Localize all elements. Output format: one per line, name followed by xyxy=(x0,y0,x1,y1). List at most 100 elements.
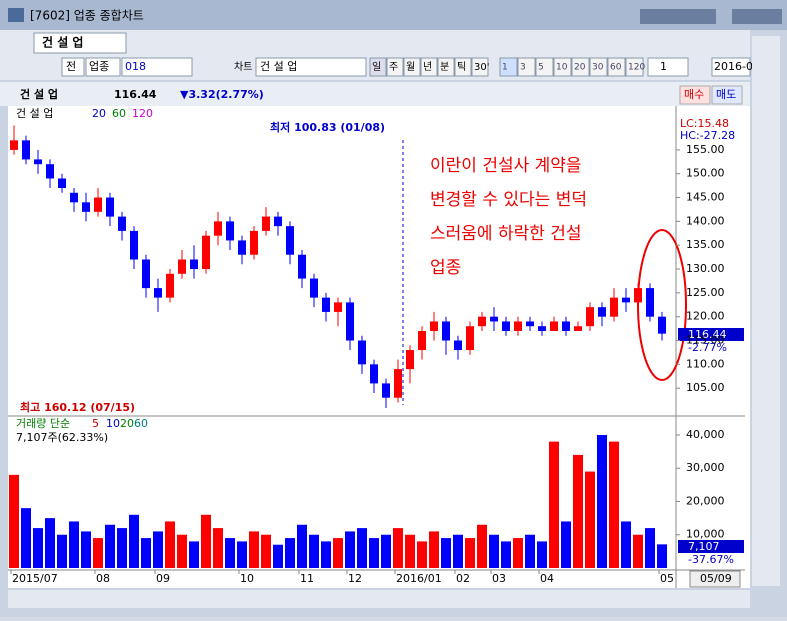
y-tick-label: 125.00 xyxy=(686,286,725,299)
y-tick-label: 10,000 xyxy=(686,528,725,541)
candle-body xyxy=(442,321,450,341)
quote-change: ▼3.32(2.77%) xyxy=(180,88,264,101)
sell[interactable]: 매도 xyxy=(716,88,736,101)
candle-body xyxy=(82,202,90,212)
volume-bar xyxy=(381,534,391,568)
date[interactable]: 2016-0 xyxy=(714,60,753,73)
volume-bar xyxy=(57,534,67,568)
x-tick-label: 11 xyxy=(300,572,314,585)
mode[interactable]: 전 xyxy=(66,60,76,73)
x-tick-label: 04 xyxy=(540,572,554,585)
interval[interactable]: 30 xyxy=(592,63,604,73)
candle-body xyxy=(514,321,522,331)
ma-label: 20 xyxy=(120,417,134,430)
window-buttons[interactable] xyxy=(640,9,782,24)
candle-body xyxy=(454,340,462,351)
candle-body xyxy=(10,140,18,150)
volume-bar xyxy=(561,521,571,568)
period-button[interactable] xyxy=(471,57,489,77)
period[interactable]: 일 xyxy=(372,61,381,73)
period-button[interactable] xyxy=(437,57,455,77)
candle-body xyxy=(430,321,438,331)
period-button[interactable] xyxy=(454,57,472,77)
high-label: 최고 160.12 (07/15) xyxy=(20,400,135,414)
volume-bar xyxy=(69,521,79,568)
volume-bar xyxy=(33,528,43,568)
period[interactable]: 년 xyxy=(423,61,432,73)
period[interactable]: 월 xyxy=(406,61,415,73)
candle-body xyxy=(562,321,570,331)
x-tick-label: 2015/07 xyxy=(12,572,58,585)
volume-bar xyxy=(525,534,535,568)
period-button[interactable] xyxy=(369,57,387,77)
interval-button[interactable] xyxy=(607,57,626,77)
volume-bar xyxy=(537,541,547,568)
interval[interactable]: 10 xyxy=(556,63,568,73)
interval-button[interactable] xyxy=(625,57,644,77)
x-tick-label: 10 xyxy=(240,572,254,585)
last-volume: 7,107 xyxy=(688,540,720,553)
interval-button[interactable] xyxy=(553,57,572,77)
volume-bar xyxy=(501,541,511,568)
candle-body xyxy=(382,383,390,398)
interval-button[interactable] xyxy=(571,57,590,77)
x-tick-label: 09 xyxy=(156,572,170,585)
interval[interactable]: 5 xyxy=(538,63,544,73)
volume-bar xyxy=(597,434,607,568)
candle-body xyxy=(178,259,186,274)
ma-label: 60 xyxy=(134,417,148,430)
scroll-bar[interactable] xyxy=(8,590,750,608)
sector[interactable]: 업종 xyxy=(89,60,109,73)
period[interactable]: 분 xyxy=(440,61,449,73)
candle-body xyxy=(634,288,642,303)
interval[interactable]: 20 xyxy=(574,63,586,73)
volume-bar xyxy=(273,544,283,568)
volume-bar xyxy=(621,521,631,568)
interval[interactable]: 60 xyxy=(610,63,622,73)
tab[interactable]: 건 설 업 xyxy=(42,35,83,50)
candle-body xyxy=(214,221,222,236)
y-tick-label: 140.00 xyxy=(686,214,725,227)
interval[interactable]: 120 xyxy=(628,63,645,73)
side-toolbar[interactable] xyxy=(752,36,780,586)
y-tick-label: 30,000 xyxy=(686,461,725,474)
sell-button[interactable] xyxy=(711,85,743,105)
candle-body xyxy=(226,221,234,241)
candle-body xyxy=(322,297,330,312)
interval-button[interactable] xyxy=(517,57,536,77)
last-price: 116.44 xyxy=(688,328,727,341)
volume-bar xyxy=(297,524,307,568)
period[interactable]: 30' xyxy=(474,62,489,73)
code[interactable]: 018 xyxy=(125,60,146,73)
interval[interactable]: 3 xyxy=(520,63,526,73)
period-button[interactable] xyxy=(403,57,421,77)
ma-label: 20 xyxy=(92,107,106,120)
candle-body xyxy=(34,159,42,165)
buy[interactable]: 매수 xyxy=(684,88,704,101)
count[interactable]: 1 xyxy=(660,60,667,73)
volume-info: 7,107주(62.33%) xyxy=(16,431,108,444)
period-button[interactable] xyxy=(420,57,438,77)
candle-body xyxy=(190,259,198,270)
interval-button[interactable] xyxy=(499,57,518,77)
volume-bar xyxy=(117,528,127,568)
candle-body xyxy=(466,326,474,351)
period-button[interactable] xyxy=(386,57,404,77)
ma-label: 60 xyxy=(112,107,126,120)
chart-label[interactable]: 차트 xyxy=(234,61,252,73)
volume-bar xyxy=(141,538,151,568)
volume-bar xyxy=(261,534,271,568)
candle-body xyxy=(574,326,582,331)
y-tick-label: 150.00 xyxy=(686,167,725,180)
period[interactable]: 틱 xyxy=(457,61,466,73)
period[interactable]: 주 xyxy=(389,62,398,73)
volume-bar xyxy=(129,514,139,568)
x-tick-label: 02 xyxy=(456,572,470,585)
interval-button[interactable] xyxy=(589,57,608,77)
buy-button[interactable] xyxy=(679,85,711,105)
candle-body xyxy=(658,316,666,334)
volume-bar xyxy=(153,531,163,568)
interval-button[interactable] xyxy=(535,57,554,77)
interval[interactable]: 1 xyxy=(502,63,508,73)
volume-bar xyxy=(177,534,187,568)
